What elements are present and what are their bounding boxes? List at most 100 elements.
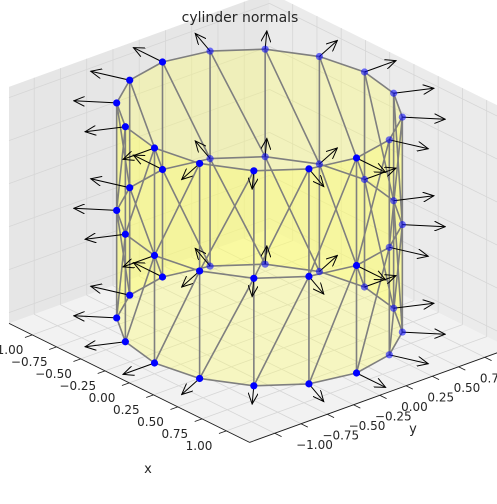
ring-edge [364, 71, 395, 94]
vertex-point [126, 291, 134, 299]
grid-y-floor [217, 247, 459, 368]
vertex-point [196, 374, 204, 383]
normal-arrow [182, 163, 200, 179]
ring-edge [129, 168, 163, 189]
vertex-point [352, 154, 361, 162]
ring-edge [364, 286, 395, 309]
y-tick-mark [327, 413, 335, 418]
floor-pane [9, 229, 497, 443]
x-tick-mark [73, 358, 81, 362]
ring-edge [124, 126, 155, 149]
vertex-point [250, 274, 258, 282]
vertex-point [385, 351, 393, 359]
ring-edge [265, 48, 320, 58]
chart-title: cylinder normals [182, 10, 299, 26]
vertex-point [352, 369, 361, 377]
normal-arrow [393, 196, 434, 201]
cylinder-vertices [113, 45, 406, 390]
diagonal-edge [198, 170, 255, 272]
normal-arrow [74, 208, 117, 210]
ring-edge [154, 147, 200, 165]
vertex-point [113, 99, 121, 107]
vertex-point [121, 123, 129, 131]
ring-edge [129, 276, 163, 296]
y-tick-label: −0.25 [375, 409, 412, 423]
ring-edge [115, 79, 131, 104]
ring-edge [319, 270, 365, 288]
vertex-point [315, 52, 323, 61]
diagonal-edge [209, 50, 266, 158]
x-tick-mark [146, 394, 154, 398]
normal-arrow [195, 141, 211, 159]
ring-edge [115, 187, 131, 211]
normal-arrow [319, 40, 337, 57]
normal-arrow [308, 383, 324, 402]
normal-arrow [85, 234, 126, 239]
ring-edge [364, 178, 395, 202]
y-tick-mark [300, 423, 308, 428]
vertex-point [113, 206, 121, 215]
x-tick-mark [218, 430, 227, 434]
vertex-point [126, 184, 134, 192]
normal-arrow [308, 168, 324, 187]
grid-z-left [8, 45, 270, 141]
diagonal-edge [253, 168, 310, 279]
ring-edge [253, 168, 309, 172]
normal-arrow [393, 88, 434, 93]
diagonal-edge [388, 116, 404, 248]
x-tick-label: 0.25 [113, 403, 140, 417]
vertex-point [385, 136, 393, 144]
ring-edge [392, 200, 404, 225]
ring-edge [308, 157, 357, 170]
x-tick-label: 0.75 [161, 427, 188, 441]
vertex-point [315, 160, 323, 168]
vertex-point [206, 47, 214, 55]
grid-z-back [269, 46, 497, 160]
vertex-point [113, 314, 121, 322]
ring-edge [115, 294, 131, 319]
diagonal-edge [264, 48, 321, 165]
normal-arrow [91, 71, 130, 81]
vertex-point [150, 251, 159, 260]
tick-labels: −1.00−0.75−0.50−0.250.000.250.500.751.00… [0, 343, 497, 453]
ring-edge [265, 263, 320, 273]
normal-arrow [85, 342, 126, 347]
normal-arrow [133, 155, 163, 170]
vertex-point [352, 261, 361, 270]
x-tick-label: 0.00 [89, 391, 116, 405]
ring-edge [308, 372, 357, 385]
ring-edge [210, 48, 266, 52]
normal-arrow [356, 157, 386, 172]
vertex-point [206, 262, 214, 270]
normal-arrow [356, 265, 386, 280]
vertex-point [150, 359, 159, 367]
y-tick-mark [274, 432, 282, 437]
diagonal-edge [198, 277, 255, 379]
x-tick-label: −0.25 [59, 379, 96, 393]
normal-arrow [364, 276, 397, 288]
normal-arrow [402, 225, 445, 227]
vertex-point [250, 382, 258, 390]
diagonal-edge [264, 156, 321, 272]
vertex-point [261, 45, 269, 53]
vertex-point [250, 167, 258, 175]
y-tick-mark [484, 356, 492, 361]
vertex-point [385, 243, 393, 251]
x-tick-label: −1.00 [0, 343, 23, 357]
normal-arrow [364, 168, 397, 180]
vertex-point [196, 159, 204, 168]
normal-arrow [195, 33, 211, 52]
ring-edge [162, 50, 211, 63]
normal-arrow [123, 147, 155, 159]
vertex-point [158, 273, 167, 281]
vertex-point [390, 197, 398, 205]
normal-arrow [356, 372, 386, 387]
normal-arrow [389, 354, 428, 364]
vertex-point [196, 267, 204, 275]
vertex-point [305, 165, 313, 173]
normal-arrow [91, 286, 130, 296]
axis-lines [8, 322, 497, 443]
vertex-point [390, 89, 398, 97]
